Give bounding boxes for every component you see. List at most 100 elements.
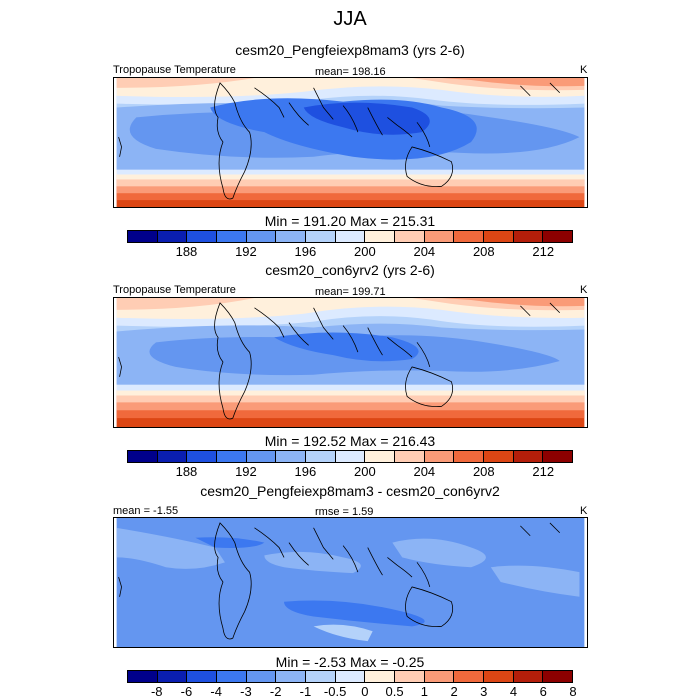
panel1-colorbar (127, 230, 573, 243)
panel3-units-label: K (580, 505, 588, 517)
panel3-patch-indian (264, 551, 361, 574)
colorbar-tick-label: 2 (450, 684, 458, 699)
colorbar-swatch (454, 671, 485, 682)
colorbar-tick-label: 212 (532, 244, 555, 259)
colorbar-swatch (424, 231, 455, 242)
colorbar-swatch (484, 231, 514, 242)
colorbar-swatch (276, 451, 307, 462)
panel1-blob-inner (303, 102, 430, 135)
panel1-colorbar-ticks: 188 192 196 200 204 208 212 (127, 243, 573, 259)
colorbar-tick-label: 3 (480, 684, 488, 699)
panel1-title: cesm20_Pengfeiexp8mam3 (yrs 2-6) (235, 42, 465, 58)
panel1-field-label: Tropopause Temperature (113, 64, 236, 76)
colorbar-tick-label: 200 (354, 464, 376, 479)
colorbar-swatch (217, 671, 247, 682)
panel2-band-n3 (116, 298, 585, 311)
colorbar-tick-label: -8 (150, 684, 163, 699)
panel1-band-n3 (116, 78, 585, 91)
panel2-blob-core (274, 332, 419, 362)
colorbar-swatch (128, 671, 158, 682)
colorbar-swatch (513, 671, 544, 682)
colorbar-swatch (276, 231, 307, 242)
panel3-minmax: Min = -2.53 Max = -0.25 (275, 654, 425, 670)
colorbar-swatch (424, 671, 455, 682)
colorbar-swatch (335, 671, 366, 682)
colorbar-tick-label: 204 (413, 244, 436, 259)
colorbar-swatch (246, 671, 277, 682)
colorbar-tick-label: 188 (175, 464, 198, 479)
colorbar-swatch (246, 451, 277, 462)
panel3-patch-pacific (392, 538, 486, 568)
colorbar-tick-label: 0 (361, 684, 369, 699)
panel2-field-label: Tropopause Temperature (113, 284, 236, 296)
colorbar-swatch (306, 231, 336, 242)
colorbar-swatch (128, 451, 158, 462)
colorbar-swatch (395, 671, 425, 682)
colorbar-tick-label: -3 (240, 684, 252, 699)
colorbar-tick-label: -1 (299, 684, 312, 699)
colorbar-swatch (335, 231, 366, 242)
colorbar-tick-label: 1 (420, 684, 428, 699)
panel1-minmax: Min = 191.20 Max = 215.31 (264, 213, 436, 229)
panel2-units-label: K (580, 284, 588, 296)
colorbar-swatch (395, 451, 425, 462)
colorbar-swatch (335, 451, 366, 462)
colorbar-tick-label: 208 (472, 464, 495, 479)
panel1-band-n2 (441, 78, 585, 87)
panel3-patch-east (490, 565, 580, 597)
panel3-patch-south (313, 624, 373, 642)
colorbar-tick-label: 212 (532, 464, 555, 479)
panel3-rmse-label: rmse = 1.59 (315, 506, 374, 518)
colorbar-swatch (276, 671, 307, 682)
colorbar-swatch (365, 231, 396, 242)
colorbar-swatch (157, 671, 188, 682)
colorbar-swatch (513, 451, 544, 462)
panel1-map (113, 77, 588, 208)
colorbar-tick-label: 188 (175, 244, 198, 259)
colorbar-tick-label: 196 (294, 464, 317, 479)
colorbar-swatch (187, 671, 218, 682)
panel2-mean-label: mean= 199.71 (315, 286, 386, 298)
colorbar-tick-label: -4 (210, 684, 222, 699)
colorbar-tick-label: 6 (539, 684, 547, 699)
colorbar-swatch (157, 451, 188, 462)
colorbar-swatch (217, 451, 247, 462)
colorbar-swatch (484, 671, 514, 682)
colorbar-tick-label: 196 (294, 244, 317, 259)
colorbar-swatch (484, 451, 514, 462)
colorbar-tick-label: -6 (180, 684, 193, 699)
colorbar-swatch (454, 451, 485, 462)
colorbar-swatch (187, 231, 218, 242)
colorbar-tick-label: 0.5 (385, 684, 404, 699)
colorbar-tick-label: -2 (269, 684, 282, 699)
panel3-blob-south (284, 600, 425, 627)
colorbar-tick-label: 200 (354, 244, 376, 259)
colorbar-tick-label: 208 (472, 244, 495, 259)
panel3-colorbar (127, 670, 573, 683)
panel3-patch-west (116, 527, 225, 569)
panel3-colorbar-ticks: -8 -6 -4 -3 -2 -1 -0.5 0 0.5 1 2 3 4 6 8 (127, 683, 577, 699)
panel2-minmax: Min = 192.52 Max = 216.43 (264, 433, 436, 449)
colorbar-tick-label: 4 (509, 684, 518, 699)
panel3-blob-north (195, 537, 265, 548)
panel3-coastlines (118, 522, 561, 640)
colorbar-swatch (543, 231, 573, 242)
panel3-map (113, 517, 588, 648)
colorbar-swatch (217, 231, 247, 242)
colorbar-swatch (513, 231, 544, 242)
panel2-title: cesm20_con6yrv2 (yrs 2-6) (265, 262, 435, 278)
colorbar-swatch (543, 451, 573, 462)
colorbar-swatch (543, 671, 573, 682)
colorbar-tick-label: 192 (235, 464, 257, 479)
colorbar-swatch (454, 231, 485, 242)
panel2-colorbar-ticks: 188 192 196 200 204 208 212 (127, 463, 573, 479)
colorbar-swatch (365, 671, 396, 682)
panel3-title: cesm20_Pengfeiexp8mam3 - cesm20_con6yrv2 (200, 483, 500, 499)
colorbar-swatch (306, 671, 336, 682)
colorbar-swatch (306, 451, 336, 462)
panel2-band-n2 (441, 298, 585, 307)
colorbar-tick-label: 192 (235, 244, 257, 259)
colorbar-swatch (365, 451, 396, 462)
panel2-map (113, 297, 588, 428)
colorbar-swatch (246, 231, 277, 242)
